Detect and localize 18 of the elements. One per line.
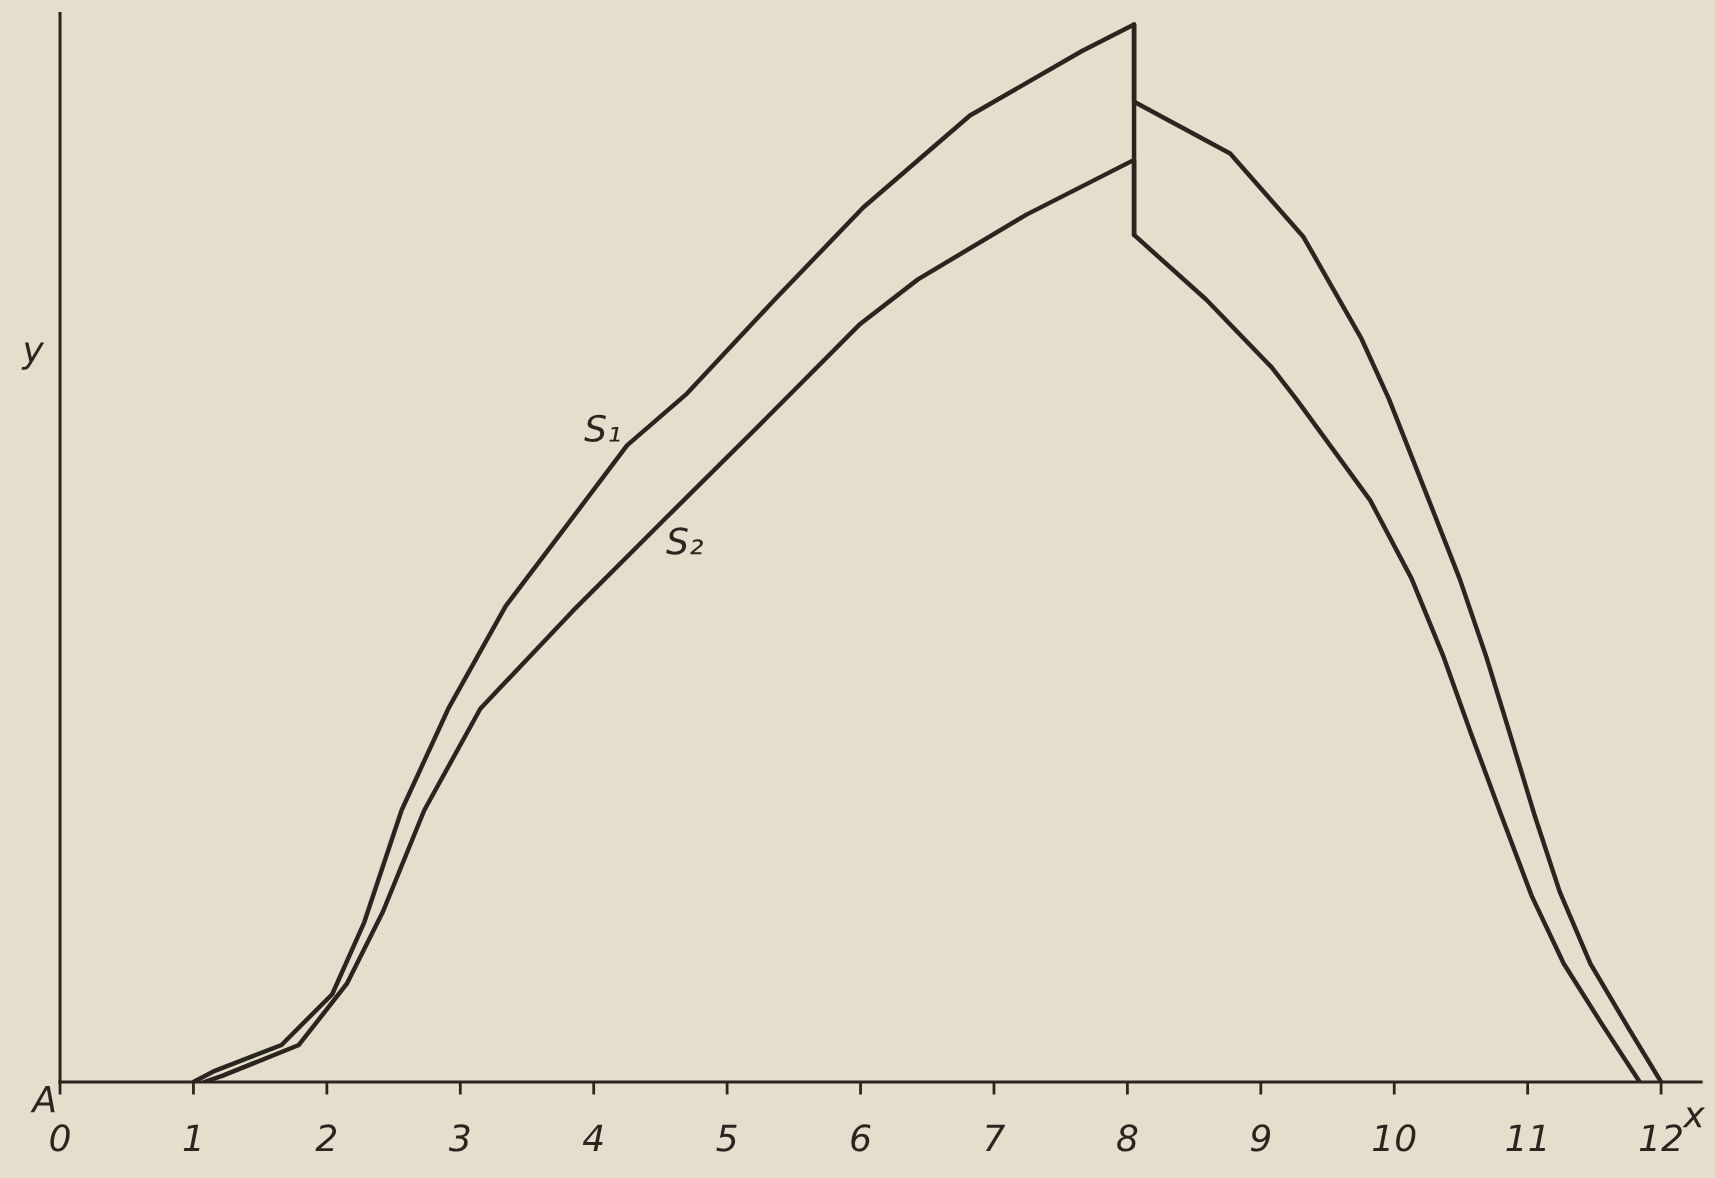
x-tick-label: 5 <box>716 1124 737 1152</box>
x-tick-label: 3 <box>448 1124 470 1152</box>
x-tick-label: 10 <box>1373 1124 1416 1152</box>
text: A <box>30 1085 55 1113</box>
x-tick-label: 4 <box>582 1124 603 1152</box>
x-tick-label: 6 <box>851 1124 871 1152</box>
x-tick-label: 11 <box>1506 1124 1546 1152</box>
x-tick-label: 1 <box>183 1124 200 1152</box>
x-tick-label: 7 <box>985 1124 1006 1152</box>
x-tick-label: 0 <box>50 1124 70 1152</box>
x-tick-label: 9 <box>1250 1124 1271 1152</box>
y-axis-title: y <box>21 342 45 370</box>
x-tick-label: 8 <box>1117 1124 1138 1152</box>
series-label: S₁ <box>584 414 620 442</box>
x-tick-label: 12 <box>1639 1124 1682 1152</box>
series-label: S₂ <box>666 527 703 555</box>
x-tick-label: 2 <box>315 1124 337 1152</box>
x-axis-title: x <box>1682 1107 1706 1128</box>
